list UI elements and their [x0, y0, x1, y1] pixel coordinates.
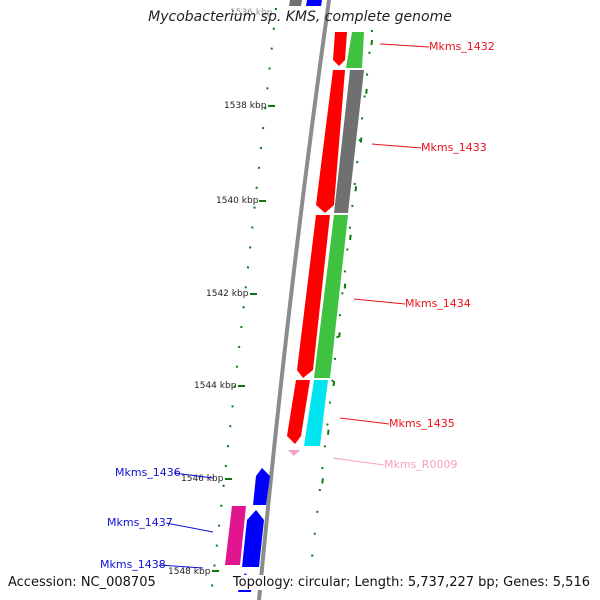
tick-label-1536: 1536 kbp	[230, 8, 273, 18]
cds-mkms-1435[interactable]	[287, 380, 310, 444]
tick-label-1548: 1548 kbp	[168, 567, 211, 577]
kbp-ticks	[212, 105, 275, 572]
trna-mkms-r0009[interactable]	[288, 450, 300, 456]
cds-mkms-1437[interactable]	[242, 510, 264, 567]
cds-mkms-1432[interactable]	[333, 32, 347, 66]
tick-1538	[268, 105, 275, 107]
cog-1432	[346, 32, 364, 68]
label-line-1432	[379, 43, 430, 48]
tick-label-1546: 1546 kbp	[181, 474, 224, 484]
gene-label-mkms-1437[interactable]: Mkms_1437	[107, 516, 173, 529]
tick-label-1544: 1544 kbp	[194, 381, 237, 391]
backbone-arc	[257, 0, 331, 600]
tick-1548	[212, 570, 219, 572]
cog-1433	[334, 70, 364, 213]
gene-label-mkms-1434[interactable]: Mkms_1434	[405, 297, 471, 310]
top-gray-fragment	[289, 0, 302, 6]
gene-label-mkms-1436[interactable]: Mkms_1436	[115, 466, 181, 479]
cog-1434	[314, 215, 348, 378]
cds-mkms-1436[interactable]	[253, 468, 270, 505]
cog-1435	[304, 380, 328, 446]
tick-1544	[238, 385, 245, 387]
tick-1540	[259, 200, 266, 202]
accession-text: Accession: NC_008705	[8, 575, 156, 590]
gene-label-mkms-r0009[interactable]: Mkms_R0009	[384, 458, 457, 471]
label-line-1433	[371, 143, 422, 149]
top-blue-fragment	[306, 0, 322, 6]
cds-mkms-1434[interactable]	[297, 215, 330, 378]
gene-label-mkms-1432[interactable]: Mkms_1432	[429, 40, 495, 53]
cds-mkms-1433[interactable]	[316, 70, 345, 213]
label-line-r0009	[332, 457, 385, 466]
label-line-1434	[353, 298, 406, 305]
map-title: Mycobacterium sp. KMS, complete genome	[148, 9, 452, 25]
tick-1546	[225, 478, 232, 480]
label-line-1436	[173, 472, 214, 479]
tick-label-1542: 1542 kbp	[206, 289, 249, 299]
topology-text: Topology: circular; Length: 5,737,227 bp…	[232, 575, 590, 590]
gene-label-mkms-1433[interactable]: Mkms_1433	[421, 141, 487, 154]
gene-label-mkms-1435[interactable]: Mkms_1435	[389, 417, 455, 430]
tick-label-1538: 1538 kbp	[224, 101, 267, 111]
label-line-1437	[165, 522, 214, 533]
tick-label-1540: 1540 kbp	[216, 196, 259, 206]
label-line-1438	[158, 564, 204, 569]
gene-label-mkms-1438[interactable]: Mkms_1438	[100, 558, 166, 571]
label-line-1435	[339, 417, 390, 425]
tick-1542	[250, 293, 257, 295]
cog-1437	[225, 506, 246, 565]
